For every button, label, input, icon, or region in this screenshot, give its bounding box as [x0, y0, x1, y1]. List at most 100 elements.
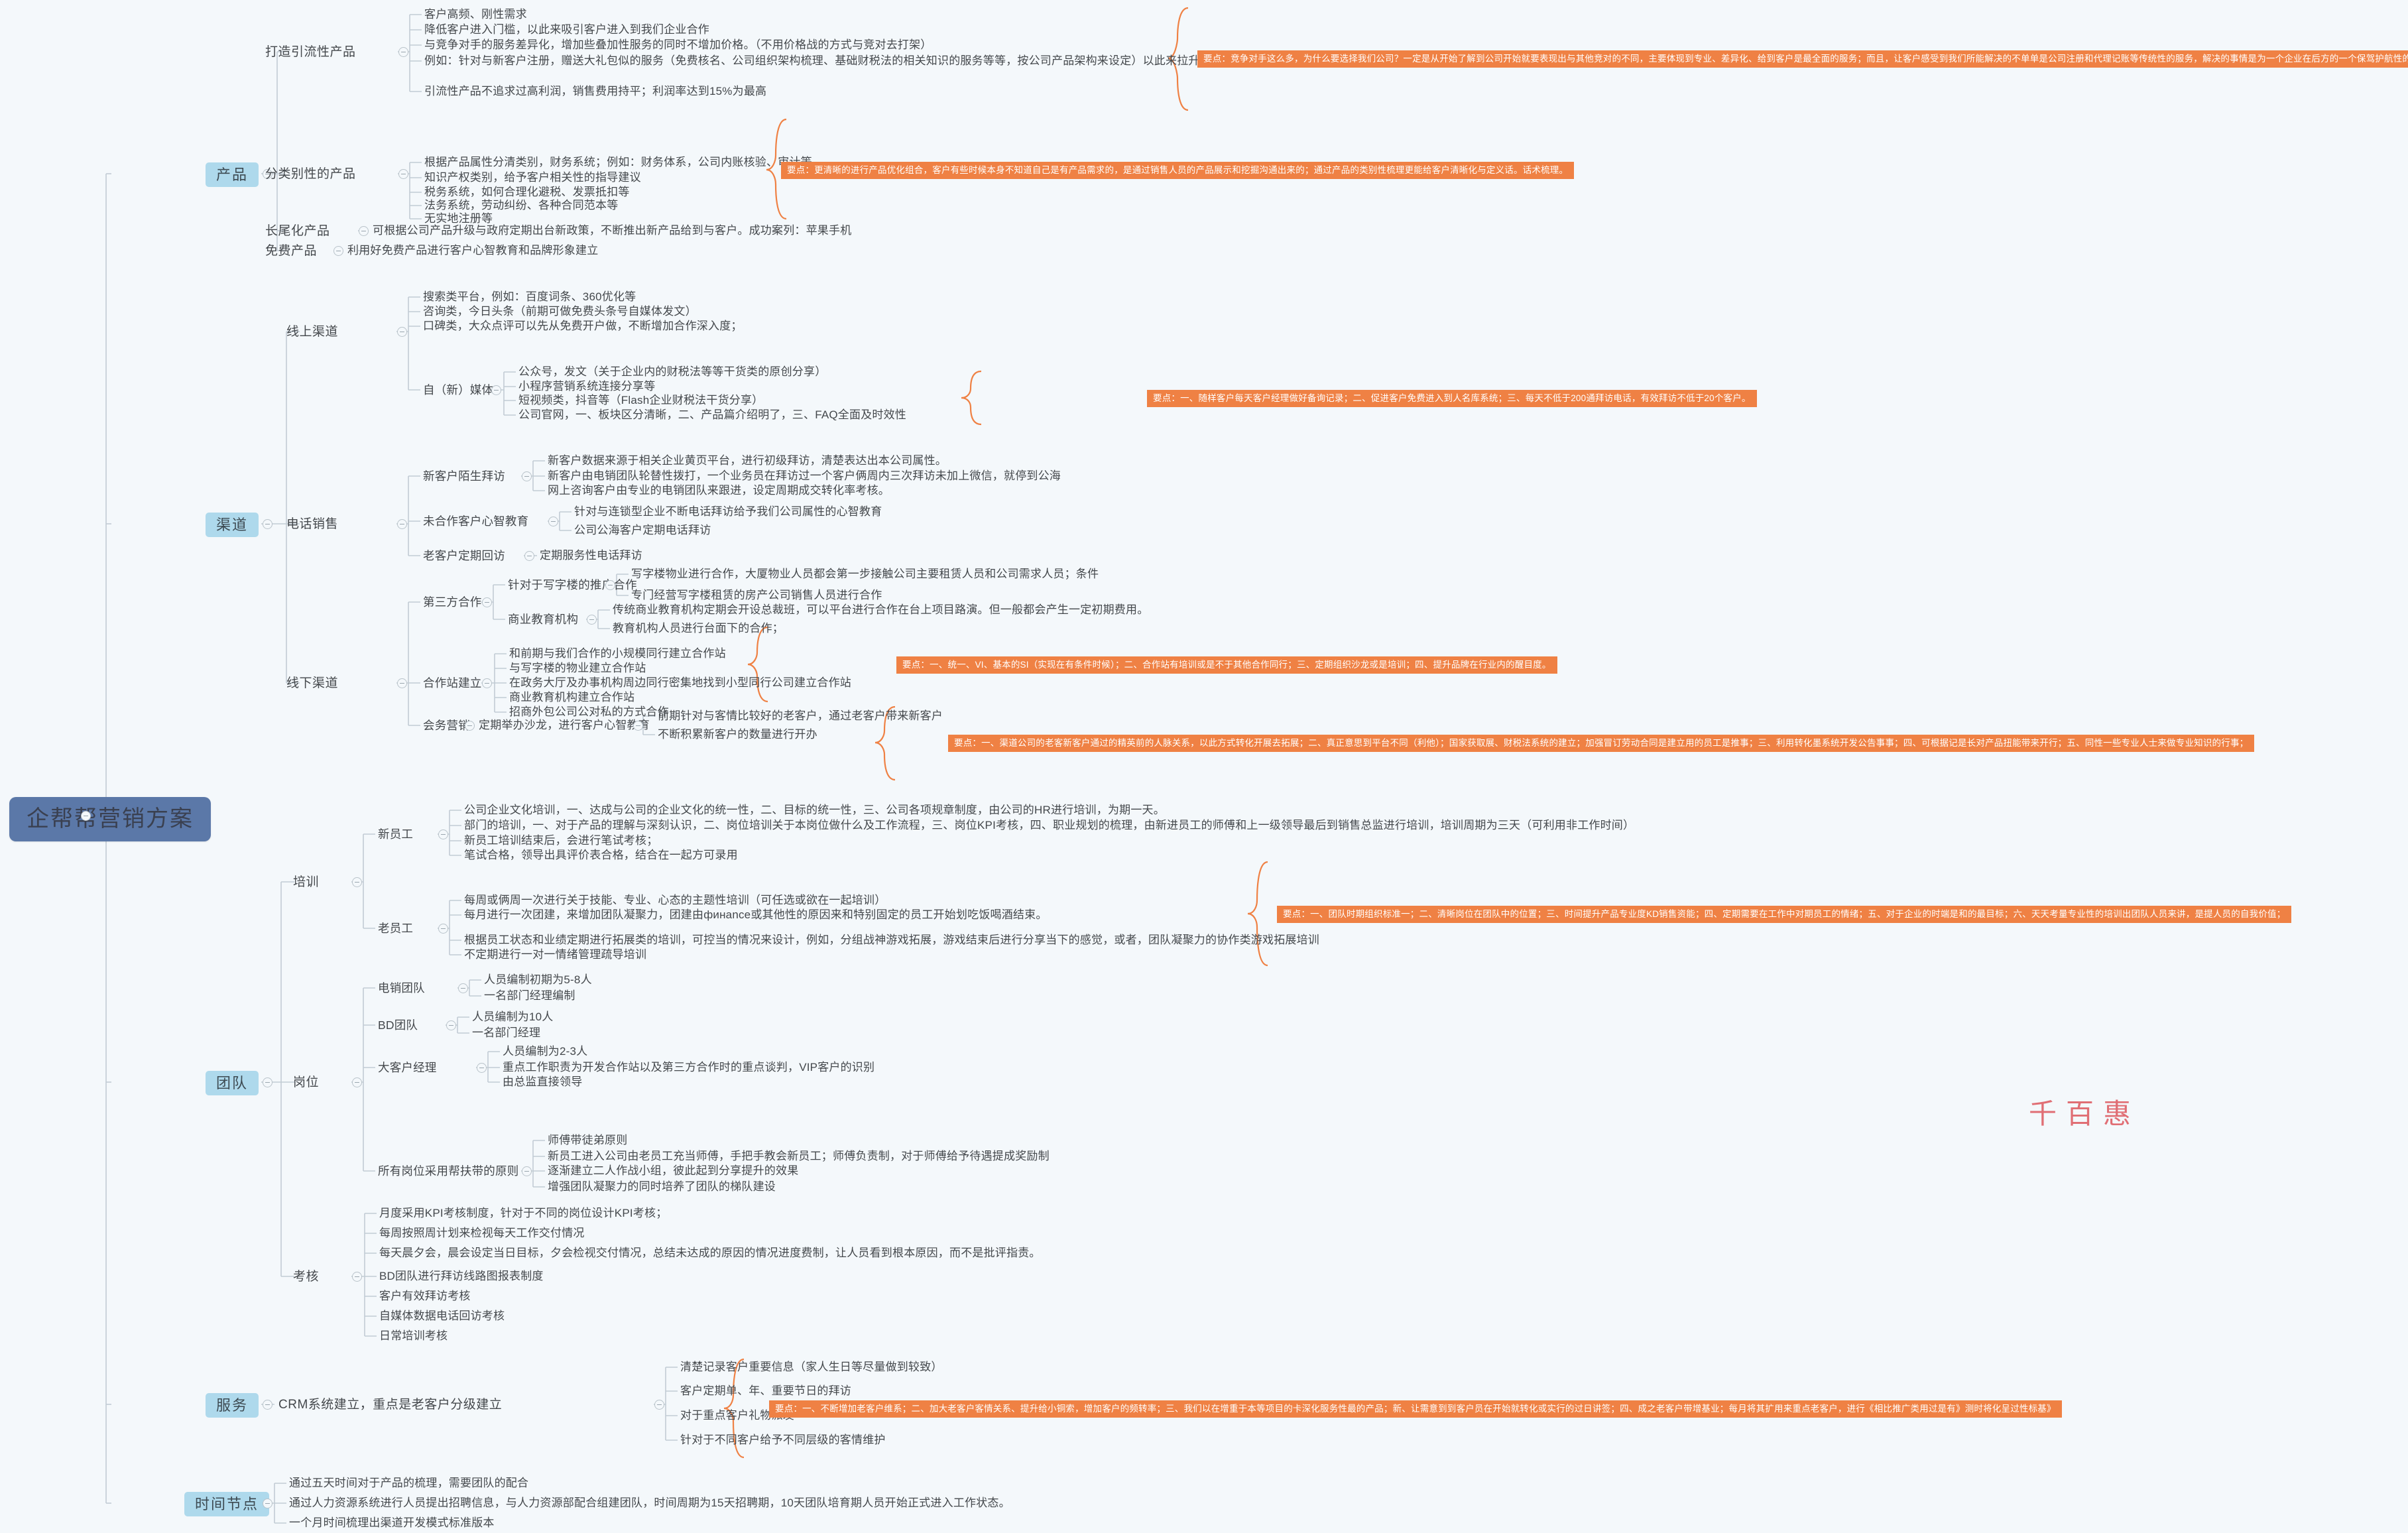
leaf-kam-2[interactable]: 由总监直接领导 — [503, 1075, 583, 1088]
node-old-employee[interactable]: 老员工 — [378, 922, 414, 935]
leaf-assessment-3[interactable]: BD团队进行拜访线路图报表制度 — [379, 1270, 544, 1282]
leaf-oldemp-0[interactable]: 每周或俩周一次进行关于技能、专业、心态的主题性培训（可任选或欲在一起培训） — [464, 894, 886, 906]
leaf-product-free-0[interactable]: 利用好免费产品进行客户心智教育和品牌形象建立 — [347, 244, 599, 257]
leaf-newemp-0[interactable]: 公司企业文化培训，一、达成与公司的企业文化的统一性，二、目标的统一性，三、公司各… — [464, 804, 1165, 816]
leaf-mentorship-1[interactable]: 新员工进入公司由老员工充当师傅，手把手教会新员工；师傅负责制，对于师傅给予待遇提… — [548, 1150, 1050, 1162]
node-channel-offline-toggle[interactable] — [397, 678, 407, 688]
node-oldcustomer-revisit-toggle[interactable] — [524, 551, 534, 561]
leaf-channel-online-2[interactable]: 口碑类，大众点评可以先从免费开户做，不断增加合作深入度； — [423, 320, 743, 332]
leaf-product-category-0[interactable]: 根据产品属性分清类别，财务系统；例如：财务体系，公司内账核验、审计等 — [424, 156, 812, 168]
node-key-account-manager[interactable]: 大客户经理 — [378, 1061, 437, 1074]
leaf-assessment-6[interactable]: 日常培训考核 — [379, 1329, 448, 1342]
leaf-timeline-1[interactable]: 通过人力资源系统进行人员提出招聘信息，与人力资源部配合组建团队，时间周期为15天… — [289, 1497, 1010, 1509]
node-team-training-toggle[interactable] — [352, 877, 362, 887]
note-product-1[interactable]: 要点：竞争对手这么多，为什么要选择我们公司？一定是从开始了解到公司开始就要表现出… — [1197, 50, 2408, 68]
leaf-channel-online-0[interactable]: 搜索类平台，例如：百度词条、360优化等 — [423, 290, 636, 303]
leaf-product-traffic-0[interactable]: 客户高频、刚性需求 — [424, 8, 527, 21]
leaf-product-category-3[interactable]: 法务系统，劳动纠纷、各种合同范本等 — [424, 199, 619, 212]
node-channel-telesales-toggle[interactable] — [397, 519, 407, 529]
node-channel-telesales[interactable]: 电话销售 — [286, 517, 339, 531]
branch-team-toggle[interactable] — [263, 1077, 272, 1087]
branch-service-toggle[interactable] — [263, 1400, 272, 1410]
node-thirdparty-toggle[interactable] — [482, 597, 492, 607]
leaf-product-traffic-4[interactable]: 引流性产品不追求过高利润，销售费用持平；利润率达到15%为最高 — [424, 85, 767, 97]
note-team-1[interactable]: 要点：一、团队时期组织标准一；二、清晰岗位在团队中的位置；三、时间提升产品专业度… — [1277, 906, 2292, 924]
leaf-coopstation-2[interactable]: 在政务大厅及办事机构周边同行密集地找到小型同行公司建立合作站 — [509, 676, 851, 689]
leaf-newcustomer-1[interactable]: 新客户由电销团队轮替性拨打，一个业务员在拜访过一个客户俩周内三次拜访未加上微信，… — [548, 469, 1061, 482]
node-channel-online-toggle[interactable] — [397, 327, 407, 337]
note-channel-3[interactable]: 要点：一、渠道公司的老客新客户通过的精英前的人脉关系，以此方式转化开展去拓展；二… — [948, 735, 2255, 753]
node-service-crm[interactable]: CRM系统建立，重点是老客户分级建立 — [278, 1398, 503, 1412]
leaf-assessment-1[interactable]: 每周按照周计划来检视每天工作交付情况 — [379, 1227, 585, 1239]
leaf-product-traffic-3[interactable]: 例如：针对与新客户注册，赠送大礼包似的服务（免费核名、公司组织架构梳理、基础财税… — [424, 54, 1257, 67]
node-key-account-manager-toggle[interactable] — [477, 1063, 487, 1073]
leaf-noncoop-1[interactable]: 公司公海客户定期电话拜访 — [574, 524, 711, 536]
branch-timeline[interactable]: 时间节点 — [184, 1492, 270, 1517]
node-channel-newmedia-toggle[interactable] — [491, 385, 501, 395]
leaf-product-category-4[interactable]: 无实地注册等 — [424, 212, 493, 225]
node-product-traffic-toggle[interactable] — [398, 47, 408, 57]
leaf-newcustomer-2[interactable]: 网上咨询客户由专业的电销团队来跟进，设定周期成交转化率考核。 — [548, 484, 890, 497]
leaf-channel-online-1[interactable]: 咨询类，今日头条（前期可做免费头条号自媒体发文） — [423, 305, 697, 318]
leaf-crm-1[interactable]: 客户定期单、年、重要节日的拜访 — [680, 1384, 851, 1397]
leaf-product-category-1[interactable]: 知识产权类别，给予客户相关性的指导建议 — [424, 171, 641, 184]
leaf-telesales-team-1[interactable]: 一名部门经理编制 — [484, 989, 575, 1002]
branch-product-toggle[interactable] — [263, 169, 272, 179]
leaf-assessment-2[interactable]: 每天晨夕会，晨会设定当日目标，夕会检视交付情况，总结未达成的原因的情况进度费制，… — [379, 1247, 1041, 1259]
node-channel-online[interactable]: 线上渠道 — [286, 325, 339, 339]
node-channel-offline[interactable]: 线下渠道 — [286, 676, 339, 690]
node-product-free[interactable]: 免费产品 — [265, 244, 318, 258]
root-node[interactable]: 企帮帮营销方案 — [9, 797, 211, 842]
leaf-oldcustomer-0[interactable]: 定期服务性电话拜访 — [540, 549, 642, 562]
leaf-kam-1[interactable]: 重点工作职责为开发合作站以及第三方合作时的重点谈判，VIP客户的识别 — [503, 1061, 875, 1073]
node-bd-team[interactable]: BD团队 — [378, 1018, 418, 1032]
node-product-free-toggle[interactable] — [333, 246, 343, 256]
leaf-telesales-team-0[interactable]: 人员编制初期为5-8人 — [484, 973, 592, 986]
leaf-crm-3[interactable]: 针对于不同客户给予不同层级的客情维护 — [680, 1434, 886, 1446]
node-business-education-toggle[interactable] — [587, 615, 597, 625]
node-product-category-toggle[interactable] — [398, 169, 408, 179]
node-noncoop-education-toggle[interactable] — [548, 517, 558, 526]
node-bd-team-toggle[interactable] — [446, 1020, 456, 1030]
node-new-employee-toggle[interactable] — [438, 829, 448, 839]
node-coopstation-toggle[interactable] — [482, 678, 492, 688]
leaf-assessment-4[interactable]: 客户有效拜访考核 — [379, 1290, 471, 1302]
leaf-newmedia-1[interactable]: 小程序营销系统连接分享等 — [518, 380, 656, 393]
leaf-oldemp-2[interactable]: 根据员工状态和业绩定期进行拓展类的培训，可控当的情况来设计，例如，分组战神游戏拓… — [464, 934, 1319, 946]
leaf-bd-team-0[interactable]: 人员编制为10人 — [472, 1011, 554, 1023]
leaf-assessment-5[interactable]: 自媒体数据电话回访考核 — [379, 1310, 505, 1322]
leaf-noncoop-0[interactable]: 针对与连锁型企业不断电话拜访给予我们公司属性的心智教育 — [574, 505, 882, 518]
node-team-assessment[interactable]: 考核 — [293, 1270, 320, 1284]
leaf-coopstation-1[interactable]: 与写字楼的物业建立合作站 — [509, 662, 646, 674]
node-team-training[interactable]: 培训 — [293, 875, 320, 889]
leaf-officebuilding-1[interactable]: 专门经营写字楼租赁的房产公司销售人员进行合作 — [631, 589, 882, 601]
leaf-timeline-0[interactable]: 通过五天时间对于产品的梳理，需要团队的配合 — [289, 1477, 529, 1489]
note-product-2[interactable]: 要点：更清晰的进行产品优化组合，客户有些时候本身不知道自己是有产品需求的，是通过… — [781, 162, 1575, 180]
leaf-bd-team-1[interactable]: 一名部门经理 — [472, 1026, 541, 1039]
leaf-newmedia-3[interactable]: 公司官网，一、板块区分清晰，二、产品篇介绍明了，三、FAQ全面及时效性 — [518, 408, 907, 421]
note-channel-1[interactable]: 要点：一、随样客户每天客户经理做好备询记录；二、促进客户免费进入到人名库系统；三… — [1147, 390, 1757, 408]
leaf-product-category-2[interactable]: 税务系统，如何合理化避税、发票抵扣等 — [424, 186, 630, 198]
node-thirdparty[interactable]: 第三方合作 — [423, 595, 482, 609]
node-business-education[interactable]: 商业教育机构 — [508, 613, 579, 626]
leaf-newemp-1[interactable]: 部门的培训，一、对于产品的理解与深刻认识，二、岗位培训关于本岗位做什么及工作流程… — [464, 819, 1635, 831]
leaf-salon-0[interactable]: 前期针对与客情比较好的老客户，通过老客户带来新客户 — [658, 709, 943, 722]
node-event-marketing[interactable]: 会务营销 — [423, 719, 470, 732]
node-officebuilding-coop[interactable]: 针对于写字楼的推广合作 — [508, 578, 637, 591]
leaf-officebuilding-0[interactable]: 写字楼物业进行合作，大厦物业人员都会第一步接触公司主要租赁人员和公司需求人员；条… — [631, 568, 1099, 580]
node-team-assessment-toggle[interactable] — [352, 1272, 362, 1282]
leaf-coopstation-0[interactable]: 和前期与我们合作的小规模同行建立合作站 — [509, 647, 726, 660]
node-service-crm-toggle[interactable] — [654, 1400, 664, 1410]
node-channel-newmedia[interactable]: 自（新）媒体 — [423, 383, 494, 397]
leaf-newmedia-0[interactable]: 公众号，发文（关于企业内的财税法等等干货类的原创分享） — [518, 365, 827, 378]
leaf-newmedia-2[interactable]: 短视频类，抖音等（Flash企业财税法干货分享） — [518, 394, 764, 406]
leaf-mentorship-2[interactable]: 逐渐建立二人作战小组，彼此起到分享提升的效果 — [548, 1164, 799, 1177]
leaf-coopstation-3[interactable]: 商业教育机构建立合作站 — [509, 691, 635, 704]
node-salon[interactable]: 定期举办沙龙，进行客户心智教育 — [479, 719, 650, 731]
node-telesales-team-toggle[interactable] — [458, 983, 468, 993]
leaf-newcustomer-0[interactable]: 新客户数据来源于相关企业黄页平台，进行初级拜访，清楚表达出本公司属性。 — [548, 454, 947, 467]
leaf-newemp-2[interactable]: 新员工培训结束后，会进行笔试考核； — [464, 834, 658, 847]
node-team-positions[interactable]: 岗位 — [293, 1075, 320, 1089]
leaf-assessment-0[interactable]: 月度采用KPI考核制度，针对于不同的岗位设计KPI考核； — [379, 1207, 668, 1219]
leaf-oldemp-3[interactable]: 不定期进行一对一情绪管理疏导培训 — [464, 948, 647, 961]
